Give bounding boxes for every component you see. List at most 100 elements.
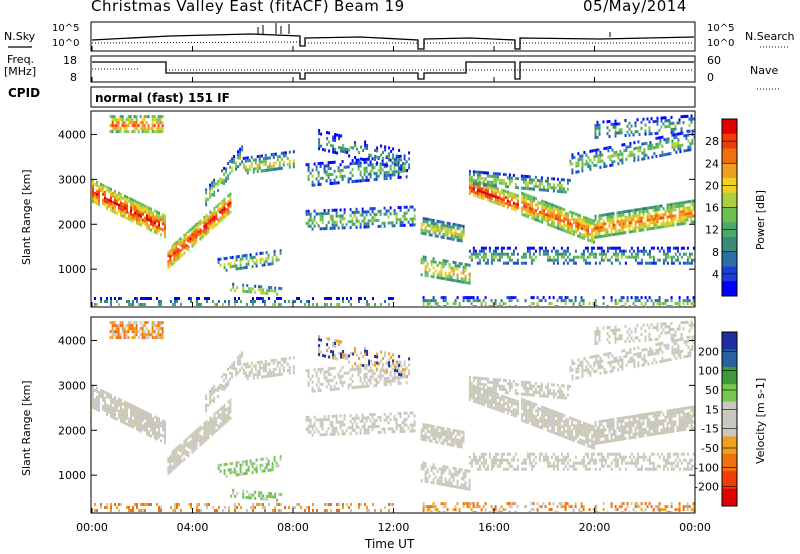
velocity-cell <box>332 356 335 360</box>
velocity-cell <box>147 330 150 334</box>
power-cell <box>642 225 645 229</box>
power-cell <box>508 299 511 303</box>
power-cell <box>598 229 601 233</box>
power-cell <box>223 204 226 207</box>
power-cell <box>313 183 316 187</box>
power-cell <box>628 227 631 231</box>
power-cell <box>608 215 611 219</box>
power-cell <box>284 151 287 155</box>
power-cell <box>573 156 576 159</box>
velocity-cell <box>111 336 114 340</box>
power-cell <box>664 125 667 129</box>
power-cell <box>552 183 555 187</box>
power-cell <box>664 209 667 213</box>
velocity-cell <box>393 379 396 383</box>
velocity-cell <box>369 425 372 429</box>
velocity-cell <box>333 429 336 433</box>
power-cell <box>486 195 489 199</box>
velocity-cell <box>307 375 310 378</box>
velocity-cell <box>359 385 362 389</box>
velocity-cell <box>398 372 401 376</box>
power-cell <box>176 300 178 303</box>
power-cell <box>456 273 459 277</box>
power-cell <box>446 259 449 263</box>
power-cell <box>656 208 659 212</box>
power-cell <box>385 171 388 174</box>
power-cell <box>579 157 582 161</box>
velocity-cell <box>319 388 322 392</box>
power-cell <box>525 208 528 212</box>
power-cell <box>587 232 590 236</box>
velocity-cell <box>363 428 366 432</box>
power-cell <box>602 258 605 262</box>
power-cell <box>270 165 273 169</box>
power-cell <box>460 262 463 266</box>
power-cell <box>250 287 253 291</box>
power-cell <box>661 150 664 154</box>
power-cell <box>209 183 212 187</box>
power-cell <box>483 308 485 311</box>
power-cell <box>670 299 673 303</box>
velocity-cell <box>436 431 439 435</box>
power-cell <box>389 158 392 162</box>
power-cell <box>650 206 653 210</box>
velocity-cell <box>148 418 150 422</box>
power-cell <box>119 115 122 119</box>
velocity-cell <box>239 463 242 467</box>
power-cell <box>424 232 427 236</box>
power-cell <box>625 148 628 152</box>
power-cell <box>246 290 249 294</box>
power-cell <box>658 299 661 303</box>
power-cell <box>532 184 535 188</box>
power-cell <box>231 264 234 268</box>
velocity-cell <box>380 359 383 363</box>
power-cell <box>608 258 611 262</box>
power-cell <box>159 115 162 119</box>
power-cell <box>444 274 447 278</box>
power-cell <box>594 252 597 256</box>
power-cell <box>205 232 208 236</box>
velocity-cell <box>311 433 314 437</box>
power-cell <box>508 191 511 195</box>
power-cell <box>106 300 108 303</box>
power-cell <box>474 252 477 256</box>
power-cell <box>307 166 310 169</box>
power-cell <box>371 207 374 211</box>
velocity-cell <box>259 466 262 470</box>
power-cell <box>98 184 100 188</box>
power-cell <box>242 283 245 287</box>
power-cell <box>609 157 612 161</box>
power-cell <box>599 308 601 311</box>
power-cell <box>205 226 208 230</box>
power-cell <box>267 256 270 260</box>
power-cell <box>223 210 226 213</box>
power-cell <box>351 159 354 163</box>
power-cell <box>334 139 337 142</box>
power-cell <box>464 266 467 269</box>
power-cell <box>548 296 551 300</box>
power-cell <box>391 221 394 225</box>
power-cell <box>571 171 574 175</box>
power-cell <box>668 212 671 216</box>
power-cell <box>262 169 265 173</box>
power-cell <box>404 162 407 166</box>
velocity-cell <box>364 352 367 356</box>
power-cell <box>664 255 667 259</box>
velocity-cell <box>446 436 449 440</box>
power-cell <box>321 176 324 180</box>
velocity-cell <box>135 327 138 331</box>
power-cell <box>684 215 687 219</box>
power-cell <box>365 160 368 164</box>
velocity-cell <box>317 368 320 372</box>
power-cell <box>104 184 106 188</box>
power-cell <box>440 296 443 300</box>
velocity-cell <box>460 439 463 443</box>
power-cell <box>666 246 669 250</box>
power-cell <box>122 208 124 212</box>
velocity-cell <box>385 418 388 422</box>
power-cell <box>504 185 507 189</box>
velocity-cell <box>173 460 176 464</box>
power-cell <box>92 181 94 185</box>
power-cell <box>280 151 283 155</box>
power-cell <box>646 252 649 256</box>
